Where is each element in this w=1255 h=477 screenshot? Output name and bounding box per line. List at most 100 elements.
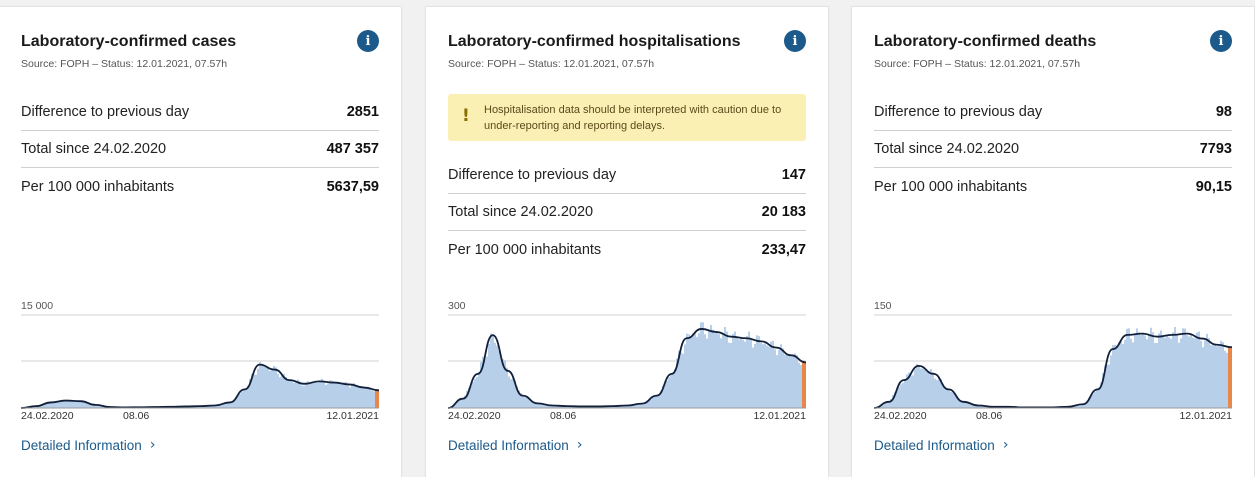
chart-bar [307, 381, 309, 408]
chart-bar [700, 322, 702, 408]
x-label-start: 24.02.2020 [21, 410, 74, 422]
chart-bar [928, 371, 930, 408]
chart-bar [770, 342, 772, 408]
chart-bar [1218, 346, 1220, 408]
chart-bar [772, 341, 774, 408]
chart-bar [888, 402, 890, 408]
chart-bar [345, 382, 347, 408]
chart-bar [1164, 338, 1166, 408]
card-source: Source: FOPH – Status: 12.01.2021, 07.57… [448, 58, 654, 70]
chart-bar [1178, 343, 1180, 408]
chart-bar [784, 355, 786, 408]
chart-bar [293, 383, 295, 408]
chart-bar [271, 370, 273, 408]
card-source: Source: FOPH – Status: 12.01.2021, 07.57… [874, 58, 1080, 70]
stat-row-per-100000: Per 100 000 inhabitants 90,15 [874, 168, 1232, 205]
chart-bar [968, 403, 970, 408]
chart-bar [1222, 342, 1224, 408]
chart-bar [1208, 338, 1210, 408]
stat-row-per-100000: Per 100 000 inhabitants 5637,59 [21, 168, 379, 205]
chart-bar [902, 383, 904, 408]
chart-bar [1142, 333, 1144, 408]
chart-bar [1160, 331, 1162, 408]
info-icon[interactable]: i [1210, 30, 1232, 52]
chart-bar [886, 403, 888, 408]
chart-bar [476, 377, 478, 408]
chart-bar [758, 336, 760, 408]
chevron-right-icon: › [1003, 437, 1009, 453]
chart-bar [1200, 341, 1202, 408]
chart-bar [357, 387, 359, 408]
chart-bar [796, 355, 798, 408]
chart-bar [794, 353, 796, 408]
detailed-information-link[interactable]: Detailed Information › [448, 437, 582, 453]
chart-bar [1202, 347, 1204, 408]
chart-bar [754, 344, 756, 408]
chart-bar-recent [1228, 347, 1230, 408]
chart-bar [335, 384, 337, 408]
warning-text: Hospitalisation data should be interpret… [484, 104, 781, 132]
chart-bar [301, 386, 303, 408]
info-icon[interactable]: i [784, 30, 806, 52]
chart-bar [1168, 337, 1170, 408]
x-label-mid: 08.06 [976, 410, 1002, 422]
x-label-start: 24.02.2020 [448, 410, 501, 422]
chart-bar [1174, 327, 1176, 408]
chart-bar [1122, 344, 1124, 408]
chart-bar [69, 401, 71, 408]
chart-bar [1114, 345, 1116, 408]
card-hospitalisations: Laboratory-confirmed hospitalisations So… [426, 7, 828, 477]
cases-chart: 15 000 24.02.2020 08.06 12.01.2021 [21, 295, 379, 427]
chart-bar [321, 379, 323, 408]
chart-bar [327, 384, 329, 408]
chart-bar [790, 357, 792, 408]
stat-row-total: Total since 24.02.2020 7793 [874, 131, 1232, 168]
detailed-information-link[interactable]: Detailed Information › [21, 437, 155, 453]
stat-label: Difference to previous day [874, 104, 1042, 120]
stat-label: Difference to previous day [21, 104, 189, 120]
chart-bar [708, 330, 710, 408]
chart-bar [744, 342, 746, 408]
link-label: Detailed Information [874, 438, 995, 453]
chart-bar [484, 359, 486, 408]
card-cases: Laboratory-confirmed cases Source: FOPH … [0, 7, 401, 477]
chart-bar [688, 334, 690, 408]
chart-bar-recent [377, 390, 379, 408]
chart-bar [916, 364, 918, 408]
chart-bar [1126, 329, 1128, 408]
chart-bar [319, 380, 321, 408]
x-label-end: 12.01.2021 [753, 410, 806, 422]
chart-bar [782, 348, 784, 408]
chart-bar [462, 400, 464, 408]
chart-bar [287, 380, 289, 408]
chart-bar-recent [375, 390, 377, 408]
chart-bar [1106, 365, 1108, 408]
chart-bar-recent [804, 361, 806, 408]
chart-bar [65, 400, 67, 408]
detailed-information-link[interactable]: Detailed Information › [874, 437, 1008, 453]
chart-bar [1124, 340, 1126, 408]
chart-bar [510, 379, 512, 408]
y-max-label: 15 000 [21, 300, 53, 312]
chart-bar [692, 333, 694, 408]
chart-bar [674, 369, 676, 408]
chart-bar [83, 403, 85, 408]
chart-bar [756, 335, 758, 408]
chart-bar [57, 402, 59, 408]
info-icon[interactable]: i [357, 30, 379, 52]
chart-bar [920, 368, 922, 408]
chart-bar-recent [802, 361, 804, 408]
chart-bar [259, 362, 261, 408]
x-label-start: 24.02.2020 [874, 410, 927, 422]
chart-bars [448, 322, 806, 408]
chart-bar [329, 380, 331, 408]
chart-bar [291, 381, 293, 408]
chart-bar [267, 368, 269, 408]
chart-bar [263, 366, 265, 408]
x-label-end: 12.01.2021 [1179, 410, 1232, 422]
chart-bar [1204, 341, 1206, 408]
chart-bar [277, 374, 279, 408]
chart-bar [279, 377, 281, 408]
chart-bar [311, 383, 313, 408]
chart-bar [71, 401, 73, 408]
